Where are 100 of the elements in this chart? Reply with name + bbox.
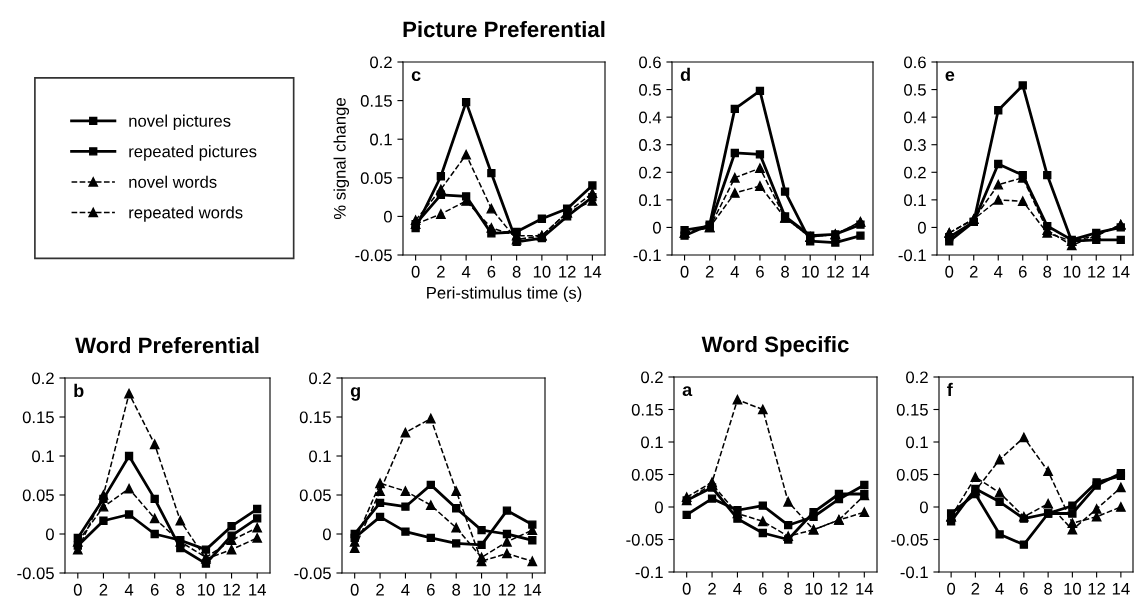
x-tick-label: 8: [176, 583, 185, 596]
x-tick-label: 14: [1112, 583, 1130, 595]
x-tick-label: 0: [947, 582, 956, 595]
x-tick-label: 0: [73, 583, 82, 596]
y-tick-label: 0.15: [360, 95, 392, 107]
x-axis-title: Peri-stimulus time (s): [427, 286, 582, 303]
y-tick-label: 0: [45, 528, 54, 541]
x-tick-label: 14: [856, 583, 874, 595]
y-tick-label: 0: [322, 528, 331, 541]
x-tick-label: 14: [1112, 266, 1130, 278]
x-tick-label: 14: [584, 266, 602, 278]
y-tick-label: 0.1: [32, 450, 54, 463]
y-tick-label: 0.2: [639, 166, 661, 179]
legend-label: novel pictures: [129, 114, 231, 131]
x-tick-label: 12: [559, 265, 576, 278]
y-tick-label: 0.1: [370, 133, 392, 146]
chart-title: Word Specific: [701, 335, 849, 357]
y-tick-label: 0.1: [904, 194, 926, 207]
y-tick-label: -0.05: [294, 567, 331, 580]
y-tick-label: 0.1: [906, 436, 928, 449]
x-tick-label: 10: [805, 582, 823, 595]
y-tick-label: 0.1: [639, 194, 661, 207]
y-tick-label: -0.05: [891, 533, 928, 546]
annotation: a: [682, 386, 693, 397]
y-tick-label: -0.1: [900, 566, 928, 579]
y-tick-label: 0.2: [32, 372, 54, 385]
x-tick-label: 4: [461, 266, 471, 278]
y-tick-label: 0.2: [906, 371, 928, 384]
x-tick-label: 2: [437, 265, 445, 278]
y-tick-label: -0.05: [626, 533, 663, 546]
x-tick-label: 2: [971, 582, 980, 595]
y-tick-label: 0.1: [641, 436, 663, 449]
x-tick-label: 6: [487, 265, 496, 278]
x-tick-label: 12: [498, 583, 516, 596]
x-tick-label: 2: [969, 265, 978, 278]
annotation: c: [411, 71, 421, 82]
x-tick-label: 2: [708, 582, 716, 595]
legend-label: novel words: [129, 175, 217, 188]
y-tick-label: 0.05: [360, 172, 392, 184]
y-tick-label: 0.6: [639, 56, 661, 69]
x-tick-label: 4: [995, 583, 1004, 595]
legend-label: repeated pictures: [129, 145, 257, 161]
y-tick-label: 0.2: [904, 166, 926, 179]
y-tick-label: 0.05: [22, 489, 54, 502]
y-tick-label: 0: [652, 221, 661, 234]
x-tick-label: 2: [705, 265, 714, 278]
y-tick-label: 0.05: [299, 489, 331, 502]
x-tick-label: 0: [411, 265, 420, 278]
x-tick-label: 10: [802, 265, 819, 278]
y-tick-label: 0: [383, 210, 392, 223]
x-tick-label: 8: [781, 265, 789, 278]
y-tick-label: 0.6: [904, 56, 926, 69]
y-tick-label: 0: [917, 221, 926, 234]
chart-title: Word Preferential: [75, 336, 259, 354]
y-tick-label: 0.2: [641, 371, 663, 384]
y-tick-label: 0.05: [631, 468, 663, 481]
x-tick-label: 8: [1044, 582, 1053, 595]
annotation: b: [74, 383, 84, 398]
x-tick-label: 0: [680, 265, 689, 278]
y-tick-label: 0.4: [639, 111, 662, 124]
y-tick-label: -0.05: [17, 567, 54, 580]
x-tick-label: 12: [1088, 582, 1106, 595]
y-tick-label: 0.15: [299, 411, 331, 424]
x-tick-label: 4: [730, 266, 739, 278]
x-tick-label: 10: [473, 583, 491, 596]
annotation: f: [947, 382, 953, 396]
y-tick-label: 0.1: [309, 450, 331, 463]
annotation: e: [945, 71, 955, 82]
x-tick-label: 6: [1018, 265, 1027, 278]
x-tick-label: 8: [452, 583, 461, 596]
y-tick-label: 0.3: [639, 139, 661, 151]
annotation: g: [350, 387, 360, 401]
x-tick-label: 8: [512, 265, 521, 278]
x-tick-label: 0: [350, 583, 359, 596]
y-tick-label: 0.4: [904, 111, 927, 124]
x-tick-label: 12: [1088, 265, 1105, 278]
legend-label: repeated words: [129, 206, 243, 222]
x-tick-label: 10: [1063, 265, 1081, 278]
annotation: d: [680, 67, 690, 82]
y-tick-label: -0.1: [898, 249, 926, 262]
y-tick-label: 0.15: [896, 403, 928, 416]
x-tick-label: 8: [1043, 265, 1052, 278]
x-tick-label: 4: [124, 584, 134, 596]
x-tick-label: 4: [733, 583, 742, 595]
x-tick-label: 14: [852, 266, 870, 278]
x-tick-label: 6: [759, 582, 767, 595]
y-tick-label: -0.05: [355, 249, 392, 262]
x-tick-label: 6: [1020, 582, 1028, 595]
x-tick-label: 12: [830, 582, 848, 595]
x-tick-label: 6: [756, 265, 764, 278]
x-tick-label: 10: [533, 265, 551, 278]
x-tick-label: 0: [945, 265, 954, 278]
y-axis-title: % signal change: [333, 98, 350, 220]
y-tick-label: 0.15: [22, 411, 54, 424]
x-tick-label: 8: [784, 582, 793, 595]
x-tick-label: 4: [994, 266, 1003, 278]
y-tick-label: 0.05: [896, 468, 928, 481]
y-tick-label: -0.1: [633, 249, 661, 262]
x-tick-label: 10: [1064, 582, 1081, 595]
x-tick-label: 12: [827, 265, 844, 278]
